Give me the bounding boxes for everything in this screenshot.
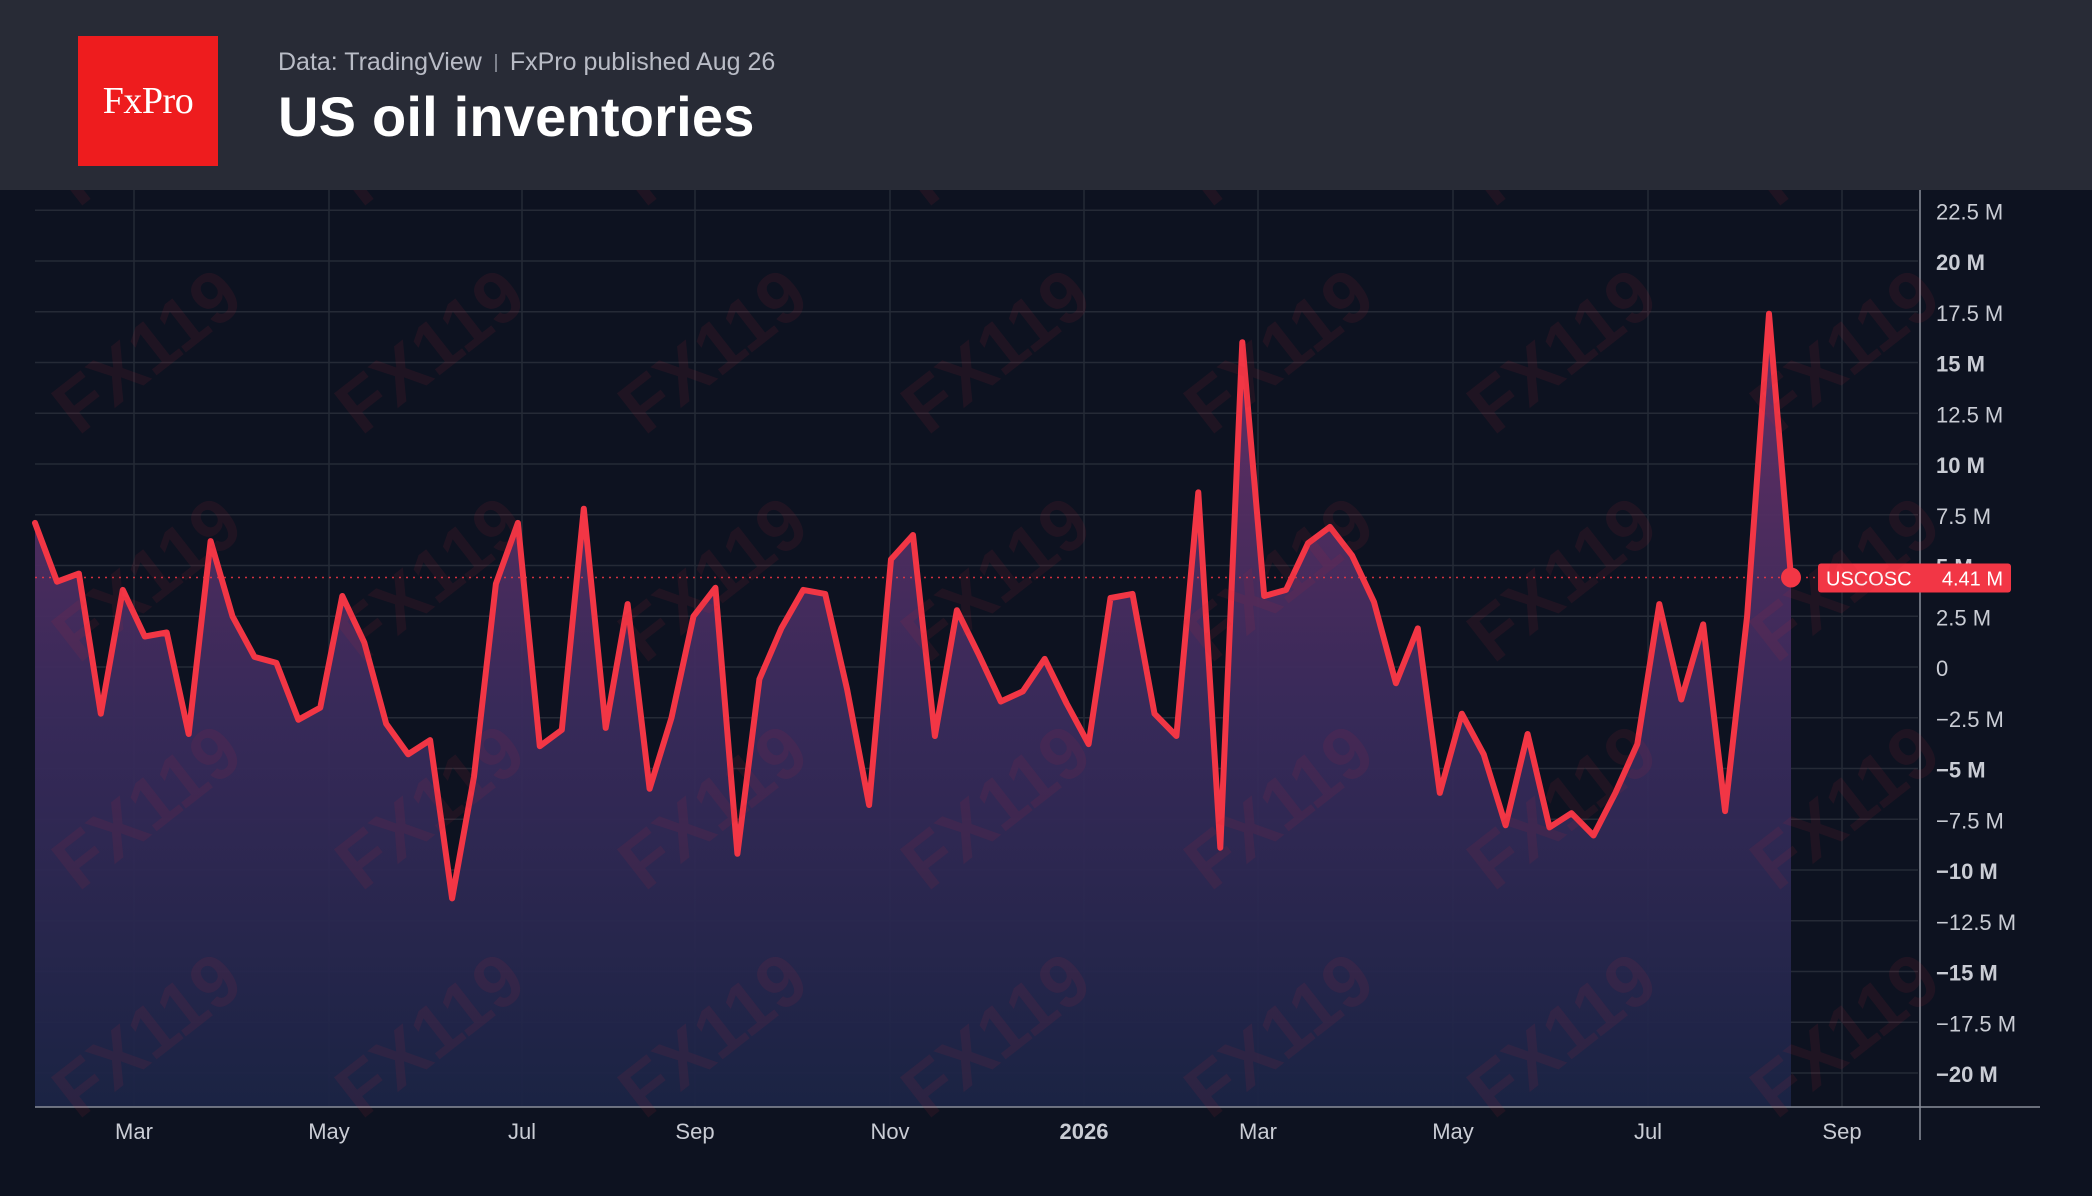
last-value-label-bg — [1818, 563, 2011, 593]
x-tick-label: 2026 — [1060, 1119, 1109, 1144]
y-tick-label: 0 — [1936, 656, 1948, 681]
header: FxPro Data: TradingView FxPro published … — [0, 0, 2092, 190]
x-tick-label: Mar — [1239, 1119, 1277, 1144]
x-tick-label: May — [308, 1119, 350, 1144]
y-tick-label: 2.5 M — [1936, 605, 1991, 630]
y-tick-label: 10 M — [1936, 453, 1985, 478]
y-tick-label: −20 M — [1936, 1062, 1998, 1087]
y-tick-label: 17.5 M — [1936, 301, 2003, 326]
last-value-label-group: USCOSC 4.41 M — [1818, 563, 2011, 593]
y-tick-label: −7.5 M — [1936, 808, 2004, 833]
axes: 22.5 M20 M17.5 M15 M12.5 M10 M7.5 M5 M2.… — [35, 190, 2040, 1144]
header-meta: Data: TradingView FxPro published Aug 26 — [278, 48, 775, 77]
y-tick-label: −12.5 M — [1936, 910, 2016, 935]
series-line-layer — [32, 310, 1820, 902]
page-title: US oil inventories — [278, 85, 755, 148]
y-tick-label: 7.5 M — [1936, 504, 1991, 529]
series-line — [32, 310, 1794, 902]
last-point-marker — [1781, 567, 1801, 588]
x-tick-label: Nov — [870, 1119, 909, 1144]
x-tick-label: Jul — [1634, 1119, 1662, 1144]
y-tick-label: 20 M — [1936, 250, 1985, 275]
area-fill — [35, 313, 1791, 1107]
y-tick-label: 22.5 M — [1936, 199, 2003, 224]
x-tick-label: Jul — [508, 1119, 536, 1144]
y-tick-label: 12.5 M — [1936, 402, 2003, 427]
x-tick-label: Mar — [115, 1119, 153, 1144]
y-tick-label: −5 M — [1936, 758, 1986, 783]
y-tick-label: 15 M — [1936, 352, 1985, 377]
y-tick-label: −10 M — [1936, 859, 1998, 884]
data-source: Data: TradingView — [278, 48, 482, 76]
y-tick-label: −17.5 M — [1936, 1011, 2016, 1036]
x-tick-label: May — [1432, 1119, 1474, 1144]
y-tick-label: −15 M — [1936, 961, 1998, 986]
published-date: FxPro published Aug 26 — [509, 48, 776, 76]
last-value-label: 4.41 M — [1942, 568, 2003, 590]
ticker-label: USCOSC — [1826, 568, 1912, 590]
meta-divider — [494, 53, 497, 72]
fxpro-logo: FxPro — [78, 36, 218, 166]
area-path — [35, 313, 1791, 1107]
x-tick-label: Sep — [1822, 1119, 1861, 1144]
x-tick-label: Sep — [675, 1119, 714, 1144]
y-tick-label: −2.5 M — [1936, 707, 2004, 732]
